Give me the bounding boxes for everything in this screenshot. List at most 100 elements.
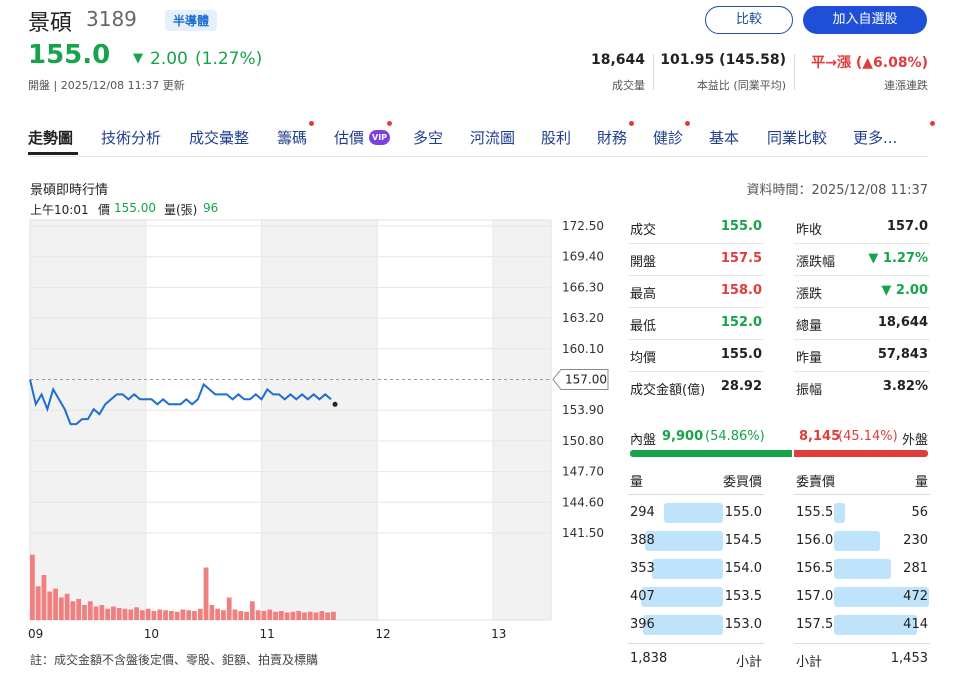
- volume-bar: [174, 611, 180, 620]
- volume-bar: [99, 605, 105, 620]
- volume-bar: [180, 609, 186, 620]
- ask-price: 157.0: [796, 589, 834, 604]
- volume-bar: [209, 605, 215, 620]
- quote-value: 155.0: [720, 347, 762, 362]
- stock-code: 3189: [86, 7, 137, 31]
- book-divider: [794, 643, 930, 644]
- volume-bar: [116, 608, 122, 620]
- ask-bar: [834, 615, 918, 635]
- quote-label: 昨量: [796, 351, 823, 366]
- volume-bar: [41, 575, 47, 620]
- reference-label: 157.00: [565, 373, 607, 387]
- bid-volume: 396: [630, 617, 655, 632]
- quote-label: 昨收: [796, 223, 823, 238]
- volume-bar: [35, 586, 41, 620]
- volume-bar: [255, 610, 261, 620]
- tab[interactable]: 同業比較: [767, 129, 828, 147]
- quote-value: 152.0: [720, 315, 762, 330]
- volume-bar: [221, 610, 226, 620]
- quote-value: 155.0: [720, 219, 762, 234]
- bid-bar: [663, 503, 723, 523]
- volume-bar: [157, 609, 163, 620]
- quote-value: 3.82%: [882, 379, 928, 394]
- hover-vol-label: 量(張): [164, 203, 198, 217]
- tab[interactable]: 健診: [653, 129, 684, 147]
- volume-bar: [244, 611, 249, 620]
- tab[interactable]: 籌碼: [277, 129, 308, 147]
- y-tick-label: 153.90: [562, 403, 604, 417]
- volume-bar: [226, 597, 232, 620]
- volume-bar: [163, 610, 168, 620]
- volume-bar: [134, 607, 139, 620]
- x-tick-label: 10: [144, 627, 159, 641]
- ask-price: 156.0: [796, 533, 834, 548]
- section-title: 景碩即時行情: [30, 183, 109, 198]
- ask-price: 157.5: [796, 617, 834, 632]
- book-divider: [628, 494, 764, 495]
- book-divider: [794, 494, 930, 495]
- y-tick-label: 147.70: [562, 465, 604, 479]
- bid-bar: [643, 615, 723, 635]
- volume-bar: [30, 554, 35, 620]
- volume-bar: [151, 611, 157, 620]
- bid-volume: 407: [630, 589, 655, 604]
- tab[interactable]: 成交彙整: [189, 129, 250, 147]
- stat-value: 平→漲 (▲6.08%): [811, 55, 928, 71]
- volume-bar: [111, 606, 116, 620]
- volume-bar: [284, 612, 290, 620]
- watch-button[interactable]: 加入自選股: [803, 6, 927, 34]
- volume-bar: [307, 611, 313, 620]
- tab[interactable]: 走勢圖: [28, 129, 74, 147]
- volume-bar: [197, 608, 203, 620]
- outer-pct: (45.14%): [838, 429, 898, 444]
- bid-volume: 388: [630, 533, 655, 548]
- ask-volume: 414: [903, 617, 928, 632]
- tab[interactable]: 估價: [334, 129, 365, 147]
- tab[interactable]: 基本: [709, 129, 740, 147]
- quote-label: 最低: [630, 319, 657, 334]
- tab[interactable]: 股利: [541, 129, 572, 147]
- tab[interactable]: 技術分析: [101, 129, 162, 147]
- volume-bar: [122, 608, 128, 620]
- volume-bar: [273, 611, 278, 620]
- hover-price: 155.00: [114, 201, 156, 215]
- status: 開盤 | 2025/12/08 11:37 更新: [28, 79, 185, 92]
- tab[interactable]: 河流圖: [470, 129, 516, 147]
- volume-bar: [168, 611, 174, 620]
- tab[interactable]: 財務: [597, 129, 628, 147]
- hover-price-label: 價: [98, 203, 111, 217]
- x-tick-label: 09: [28, 627, 43, 641]
- tab[interactable]: 多空: [413, 129, 444, 147]
- volume-bar: [58, 597, 64, 620]
- bid-bar: [651, 559, 723, 579]
- time-band: [493, 220, 551, 620]
- quote-label: 漲跌幅: [796, 255, 836, 270]
- compare-button[interactable]: 比較: [705, 6, 793, 34]
- reference-tag: [552, 369, 609, 390]
- book-header: 委賣價: [796, 475, 836, 490]
- x-tick-label: 13: [491, 627, 506, 641]
- bid-bar: [641, 587, 723, 607]
- tab[interactable]: 更多...: [853, 129, 898, 147]
- volume-bar: [64, 593, 70, 620]
- hover-vol: 96: [203, 201, 219, 215]
- quote-value: 157.5: [720, 251, 762, 266]
- quote-value: ▼ 2.00: [881, 283, 928, 298]
- bid-total: 1,838: [630, 651, 668, 666]
- industry-tag: 半導體: [165, 10, 218, 31]
- row-divider: [794, 275, 930, 276]
- book-divider: [628, 643, 764, 644]
- volume-bar: [302, 612, 307, 620]
- book-header: 委買價: [722, 475, 762, 490]
- y-tick-label: 166.30: [562, 280, 604, 294]
- ask-bar: [834, 587, 929, 607]
- y-tick-label: 163.20: [562, 311, 604, 325]
- data-time: 資料時間：2025/12/08 11:37: [746, 183, 928, 198]
- volume-bar: [128, 609, 134, 620]
- tab-border: [28, 156, 928, 157]
- bid-price: 154.5: [724, 533, 762, 548]
- y-tick-label: 144.60: [562, 495, 604, 509]
- volume-bar: [139, 610, 145, 620]
- change-pct: (1.27%): [195, 49, 263, 69]
